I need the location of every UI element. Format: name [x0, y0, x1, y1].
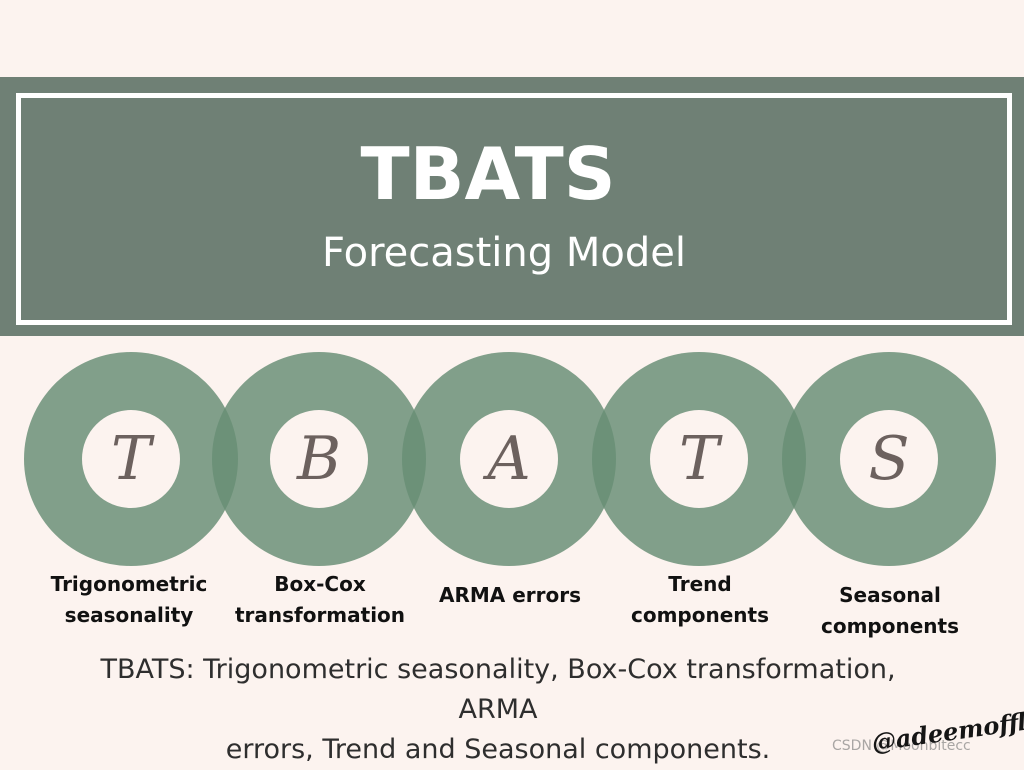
- label-trend: Trend components: [600, 569, 800, 631]
- label-line: Seasonal: [839, 583, 941, 607]
- letter-b: B: [296, 424, 342, 494]
- caption-line: errors, Trend and Seasonal components.: [225, 734, 771, 765]
- label-line: Box-Cox: [274, 572, 366, 596]
- letter-disc-s: S: [840, 410, 938, 508]
- label-line: ARMA errors: [438, 583, 582, 607]
- letter-disc-a: A: [460, 410, 558, 508]
- watermark: CSDN @Moonbitecc: [832, 738, 971, 754]
- letter-disc-t2: T: [650, 410, 748, 508]
- label-line: Trend: [668, 572, 732, 596]
- label-line: components: [631, 603, 769, 627]
- label-line: seasonality: [64, 603, 194, 627]
- letter-t: T: [110, 424, 152, 494]
- letter-t2: T: [678, 424, 720, 494]
- label-trigonometric: Trigonometric seasonality: [29, 569, 229, 631]
- label-seasonal: Seasonal components: [790, 580, 990, 642]
- letter-disc-t: T: [82, 410, 180, 508]
- caption-line: TBATS: Trigonometric seasonality, Box-Co…: [100, 654, 896, 725]
- page-title: TBATS: [360, 132, 616, 216]
- letter-disc-b: B: [270, 410, 368, 508]
- title-banner: [0, 77, 1024, 336]
- label-line: transformation: [234, 603, 406, 627]
- page-subtitle: Forecasting Model: [322, 230, 686, 276]
- letter-s: S: [868, 424, 910, 494]
- banner-frame: [16, 93, 1012, 325]
- label-line: components: [821, 614, 959, 638]
- caption: TBATS: Trigonometric seasonality, Box-Co…: [60, 650, 936, 770]
- label-line: Trigonometric: [50, 572, 208, 596]
- label-arma: ARMA errors: [410, 580, 610, 611]
- letter-a: A: [487, 424, 531, 494]
- label-box-cox: Box-Cox transformation: [220, 569, 420, 631]
